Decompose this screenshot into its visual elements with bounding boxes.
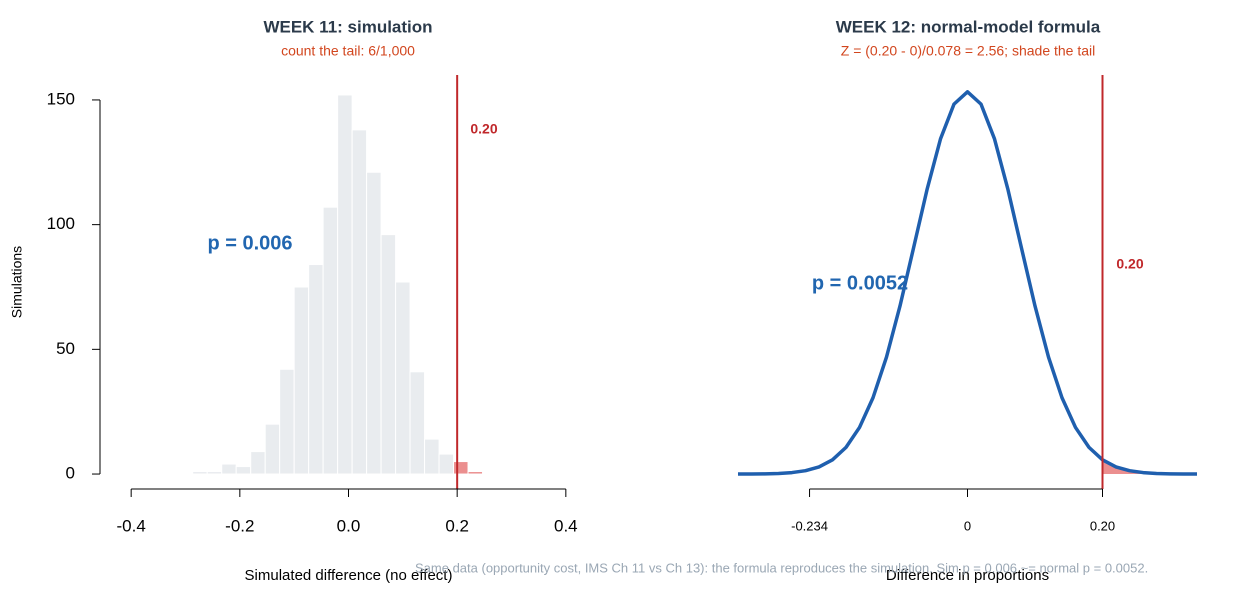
y-tick-label: 50: [56, 339, 75, 358]
x-tick-label: 0.4: [554, 516, 578, 535]
bar: [235, 466, 252, 475]
bar: [250, 451, 266, 475]
bar: [380, 234, 397, 475]
bar: [395, 281, 411, 475]
x-axis-label: Difference in proportions: [886, 567, 1049, 584]
bar: [264, 423, 281, 475]
panel-subtitle: Z = (0.20 - 0)/0.078 = 2.56; shade the t…: [841, 43, 1096, 59]
bar: [308, 264, 324, 475]
y-tick-label: 0: [66, 464, 75, 483]
caption: Same data (opportunity cost, IMS Ch 11 v…: [415, 560, 1148, 575]
panel-title: WEEK 12: normal-model formula: [836, 17, 1101, 36]
x-tick-label: 0: [964, 518, 971, 533]
bar: [467, 471, 484, 475]
p-value-label: p = 0.0052: [812, 272, 908, 294]
bar: [409, 371, 426, 475]
panel: WEEK 11: simulation count the tail: 6/1,0…: [9, 17, 578, 583]
bar: [366, 171, 382, 475]
y-tick-label: 100: [47, 214, 75, 233]
y-tick-label: 150: [47, 89, 75, 108]
panel-title: WEEK 11: simulation: [263, 17, 432, 36]
bar: [206, 471, 223, 475]
bar: [192, 471, 208, 475]
density-curve: [737, 90, 1198, 476]
x-tick-label: 0.0: [337, 516, 361, 535]
x-tick-label: 0.20: [1090, 518, 1115, 533]
bar: [438, 453, 455, 475]
bar: [351, 129, 368, 475]
x-tick-label: -0.4: [117, 516, 146, 535]
x-tick-label: -0.234: [791, 518, 828, 533]
bar: [453, 461, 469, 475]
bar: [424, 438, 440, 475]
p-value-label: p = 0.006: [207, 232, 292, 254]
bar: [293, 286, 310, 475]
threshold-label: 0.20: [470, 121, 497, 137]
panel: WEEK 12: normal-model formula Z = (0.20 -…: [737, 17, 1198, 584]
bar: [322, 206, 339, 475]
threshold-label: 0.20: [1116, 256, 1143, 272]
bar: [337, 94, 353, 475]
x-tick-label: -0.2: [225, 516, 254, 535]
bar: [221, 463, 237, 475]
bar: [279, 368, 295, 475]
panel-subtitle: count the tail: 6/1,000: [281, 43, 415, 59]
y-axis-label: Simulations: [9, 246, 25, 318]
x-axis-label: Simulated difference (no effect): [245, 567, 453, 584]
x-tick-label: 0.2: [445, 516, 469, 535]
